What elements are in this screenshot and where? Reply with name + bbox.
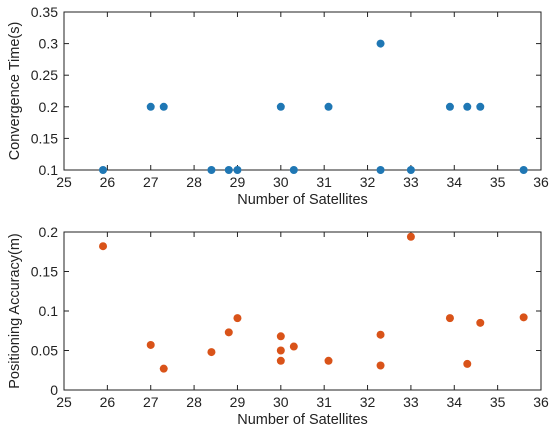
data-point <box>146 102 155 111</box>
data-point <box>445 314 454 323</box>
data-point <box>99 166 108 174</box>
y-tick-label: 0 <box>50 382 58 398</box>
data-point <box>519 313 528 322</box>
data-point <box>99 242 108 251</box>
y-tick-label: 0.3 <box>39 36 59 52</box>
x-tick-label: 31 <box>316 174 332 190</box>
data-point <box>376 166 385 174</box>
y-tick-label: 0.15 <box>31 130 58 146</box>
data-point <box>324 102 333 111</box>
x-tick-label: 35 <box>490 394 506 410</box>
data-point <box>376 330 385 339</box>
x-tick-label: 33 <box>403 394 419 410</box>
y-axis-label: Convergence Time(s) <box>7 22 23 161</box>
data-point <box>376 361 385 370</box>
y-tick-label: 0.35 <box>31 4 58 20</box>
y-tick-label: 0.2 <box>39 224 59 240</box>
data-point <box>463 102 472 111</box>
x-tick-label: 29 <box>230 174 246 190</box>
y-tick-label: 0.1 <box>39 303 59 319</box>
data-point <box>276 356 285 365</box>
x-tick-label: 28 <box>186 174 202 190</box>
x-tick-label: 34 <box>446 394 462 410</box>
x-tick-label: 33 <box>403 174 419 190</box>
y-axis-label: Positioning Accuracy(m) <box>7 233 23 389</box>
x-tick-label: 26 <box>100 174 116 190</box>
x-axis-label: Number of Satellites <box>237 192 368 208</box>
data-point <box>233 166 242 174</box>
x-tick-label: 32 <box>360 174 376 190</box>
data-point <box>224 166 233 174</box>
data-point <box>233 314 242 323</box>
x-tick-label: 32 <box>360 394 376 410</box>
x-tick-label: 27 <box>143 174 159 190</box>
data-point <box>207 166 216 174</box>
data-point <box>289 342 298 351</box>
x-tick-label: 36 <box>533 394 549 410</box>
x-tick-label: 36 <box>533 174 549 190</box>
x-tick-label: 30 <box>273 174 289 190</box>
x-tick-label: 25 <box>56 394 72 410</box>
x-tick-label: 31 <box>316 394 332 410</box>
y-tick-label: 0.05 <box>31 343 58 359</box>
data-point <box>406 166 415 174</box>
x-tick-label: 28 <box>186 394 202 410</box>
data-point <box>445 102 454 111</box>
x-tick-label: 25 <box>56 174 72 190</box>
x-tick-label: 35 <box>490 174 506 190</box>
data-point <box>276 346 285 355</box>
data-point <box>146 340 155 349</box>
y-tick-label: 0.1 <box>39 162 59 178</box>
y-tick-label: 0.25 <box>31 67 58 83</box>
data-point <box>476 102 485 111</box>
x-tick-label: 27 <box>143 394 159 410</box>
x-tick-label: 26 <box>100 394 116 410</box>
data-point <box>463 359 472 368</box>
x-axis-label: Number of Satellites <box>237 412 368 428</box>
y-tick-label: 0.15 <box>31 264 58 280</box>
data-point <box>276 102 285 111</box>
chart-panel-2: 25 26 27 28 29 30 31 32 33 34 35 36 0 0.05 0.1 0.15 0.2 N… <box>7 224 549 428</box>
data-point <box>406 232 415 241</box>
data-point <box>289 166 298 174</box>
data-point <box>376 39 385 48</box>
x-tick-label: 30 <box>273 394 289 410</box>
x-tick-label: 34 <box>446 174 462 190</box>
data-point <box>224 328 233 337</box>
data-point <box>476 318 485 327</box>
data-point <box>324 356 333 365</box>
plot-frame <box>63 11 542 171</box>
data-point <box>159 364 168 373</box>
data-point <box>207 348 216 357</box>
x-tick-label: 29 <box>230 394 246 410</box>
y-tick-label: 0.2 <box>39 99 59 115</box>
chart-panel-1: 25 26 27 28 29 30 31 32 33 34 35 36 0.1 0.15 0.2 0.25 0.… <box>7 4 549 208</box>
data-point <box>519 166 528 174</box>
data-point <box>159 102 168 111</box>
data-point <box>276 332 285 341</box>
